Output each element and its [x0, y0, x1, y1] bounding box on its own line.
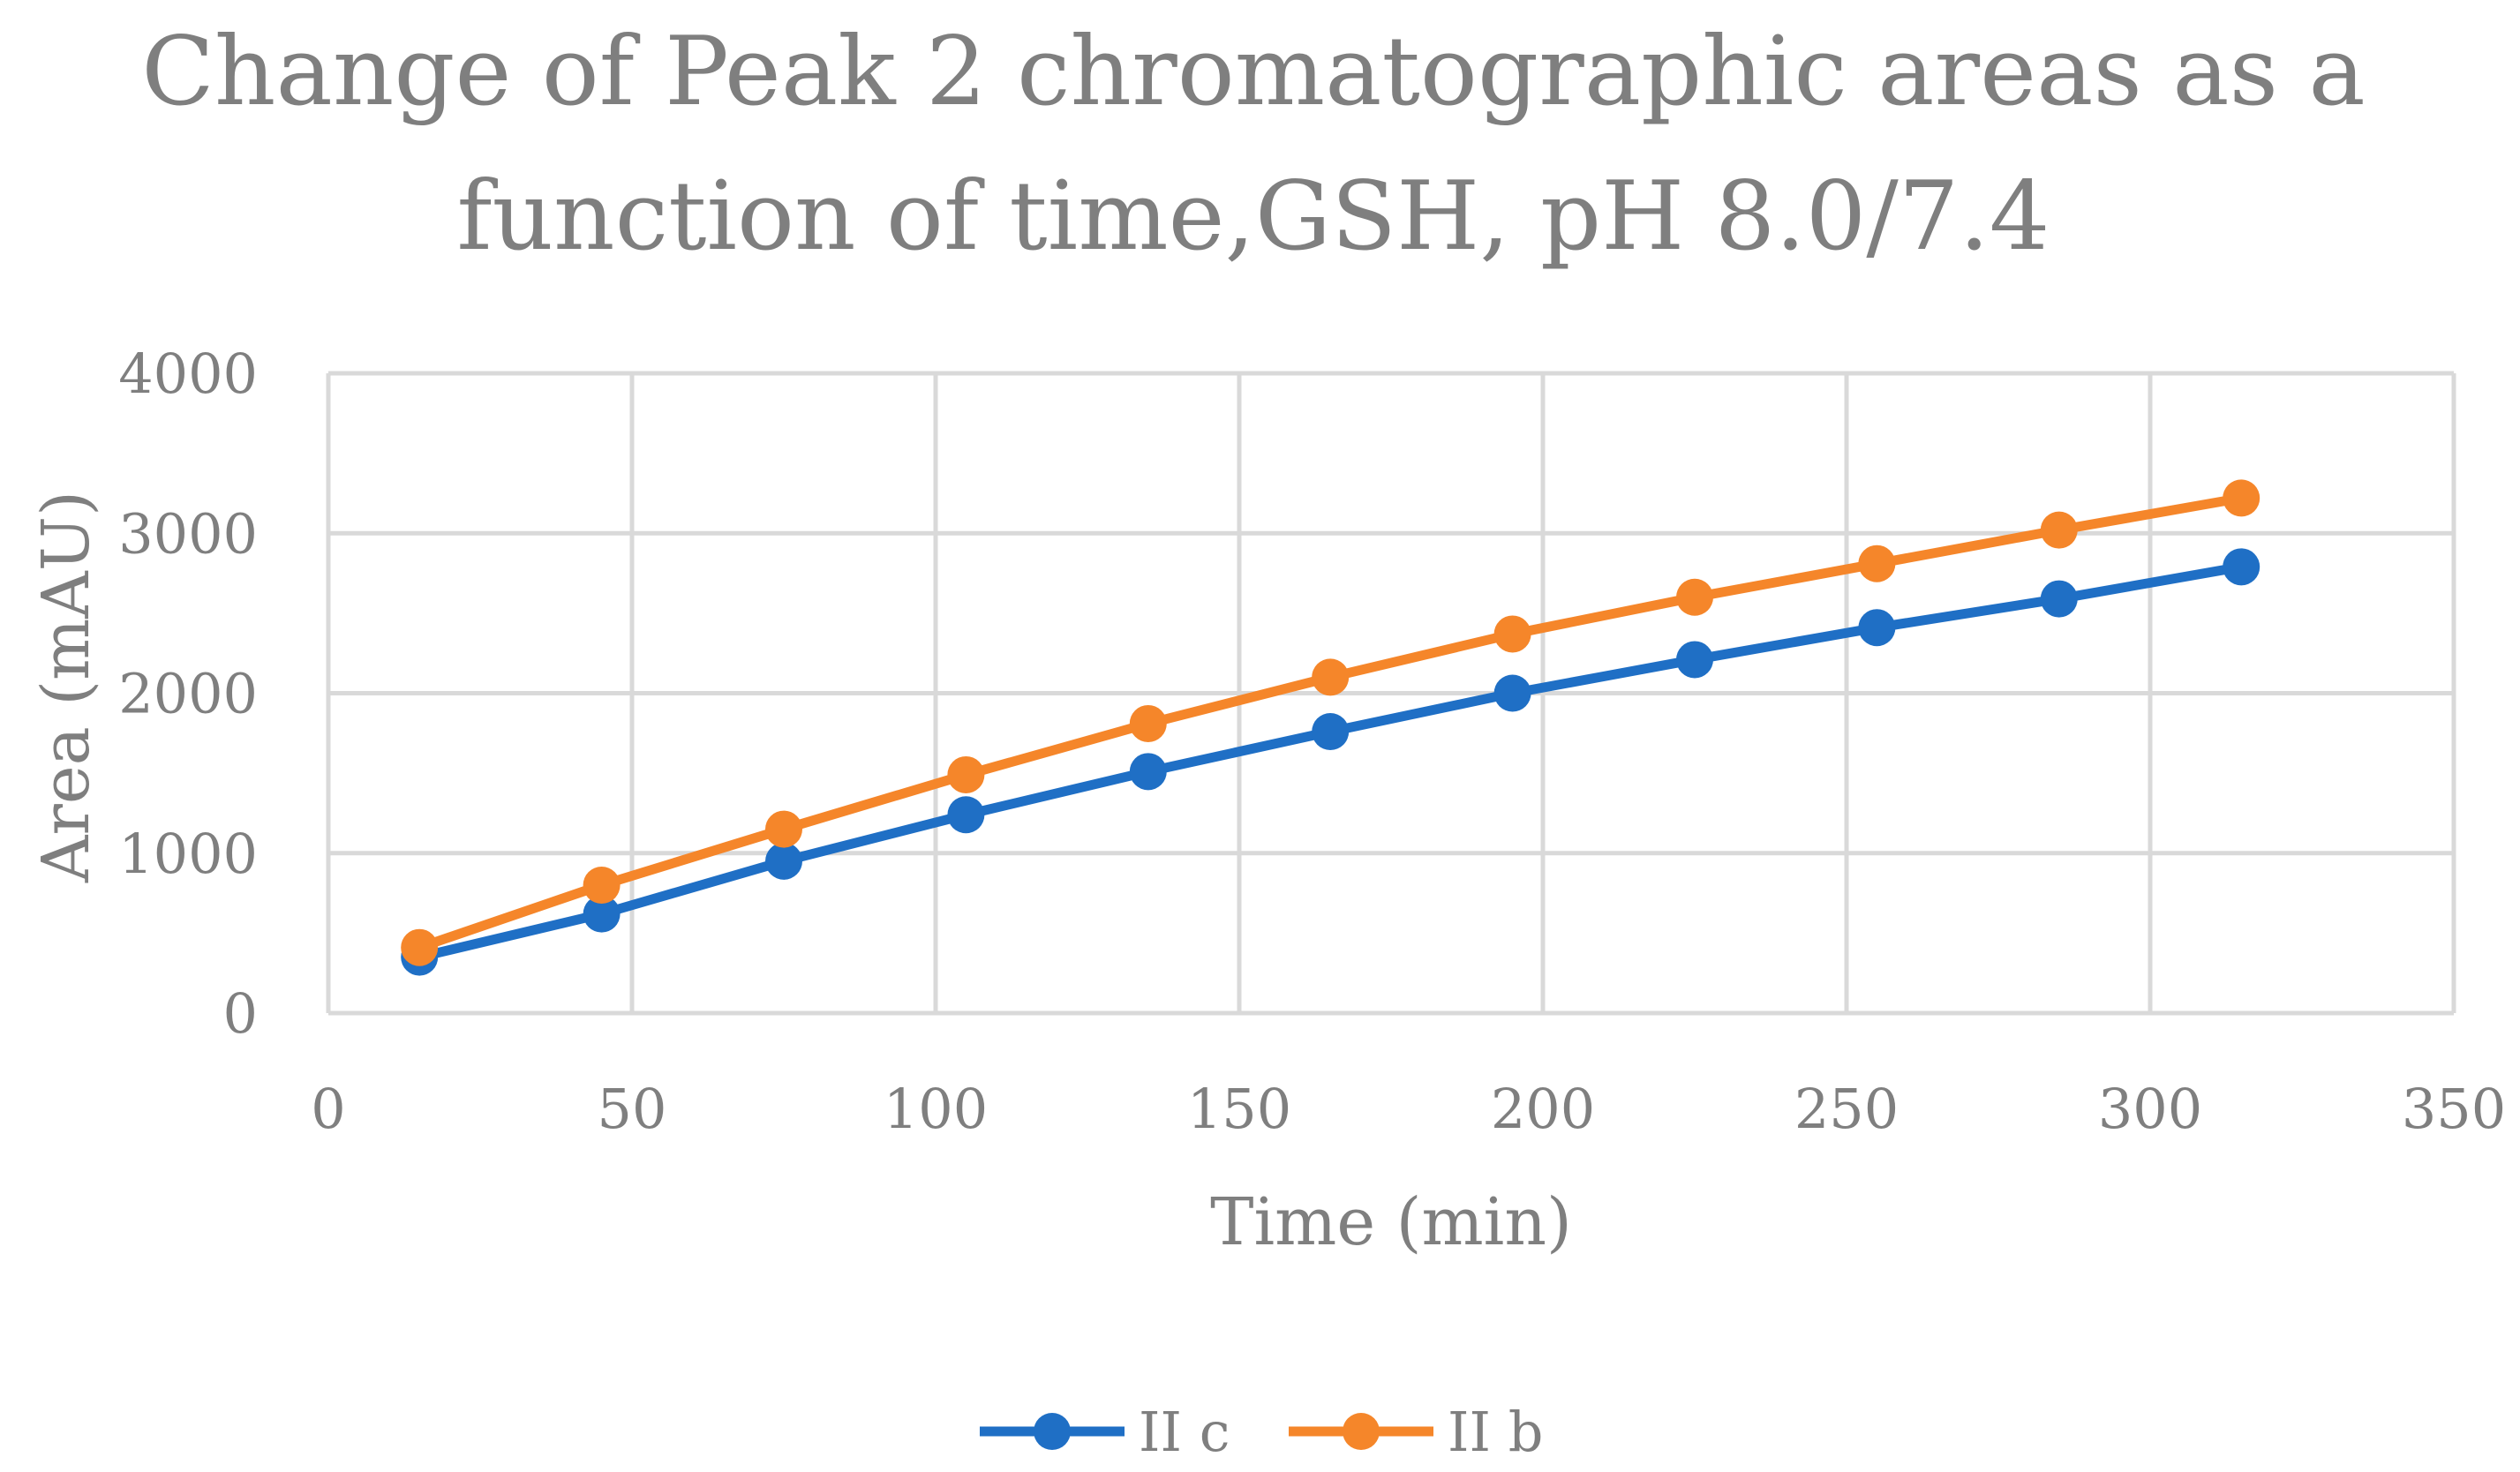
y-tick-label: 1000 [118, 822, 258, 886]
data-point [1858, 544, 1896, 582]
data-point [1493, 674, 1531, 712]
data-point [1493, 615, 1531, 653]
data-point [947, 755, 985, 793]
legend-label: II b [1448, 1400, 1543, 1464]
data-point [401, 928, 439, 966]
x-tick-label: 150 [1187, 1077, 1291, 1141]
data-point [1312, 713, 1350, 750]
y-tick-label: 2000 [118, 662, 258, 726]
y-tick-label: 0 [223, 981, 258, 1046]
legend-label: II c [1139, 1400, 1230, 1464]
y-axis-title: Area (mAU) [28, 491, 104, 883]
series-ii-b [401, 479, 2260, 966]
x-tick-label: 50 [598, 1077, 667, 1141]
y-tick-labels: 0 1000 2000 3000 4000 [118, 342, 258, 1046]
data-point [765, 810, 802, 848]
data-point [1858, 609, 1896, 647]
data-point [583, 867, 621, 904]
y-tick-label: 4000 [118, 342, 258, 406]
chart-title-line-1: Change of Peak 2 chromatographic areas a… [141, 17, 2366, 127]
x-tick-label: 350 [2402, 1077, 2506, 1141]
data-point [1129, 753, 1167, 791]
x-tick-label: 0 [311, 1077, 345, 1141]
data-point [2040, 580, 2078, 618]
data-point [1676, 641, 1713, 679]
data-point [2223, 548, 2260, 586]
x-tick-labels: 0 50 100 150 200 250 300 350 [311, 1077, 2506, 1141]
series-line [414, 561, 2246, 963]
x-axis-title: Time (min) [1210, 1184, 1572, 1260]
x-tick-label: 200 [1491, 1077, 1595, 1141]
legend-item: II c [980, 1400, 1230, 1464]
data-point [2223, 479, 2260, 517]
data-series [401, 479, 2260, 976]
x-tick-label: 300 [2098, 1077, 2202, 1141]
legend-swatch-marker [1034, 1413, 1071, 1450]
data-point [2040, 511, 2078, 549]
data-point [765, 842, 802, 880]
chart-title-line-2: function of time,GSH, pH 8.0/7.4 [457, 161, 2050, 272]
axes [326, 373, 2454, 1016]
legend-swatch-marker [1343, 1413, 1380, 1450]
series-ii-c [401, 548, 2260, 976]
legend-item: II b [1289, 1400, 1543, 1464]
y-tick-label: 3000 [118, 501, 258, 566]
legend: II c II b [980, 1400, 1543, 1464]
x-tick-label: 100 [884, 1077, 988, 1141]
data-point [1129, 704, 1167, 742]
data-point [1312, 658, 1350, 696]
data-point [583, 895, 621, 933]
data-point [1676, 578, 1713, 616]
data-point [947, 796, 985, 834]
chart-title: Change of Peak 2 chromatographic areas a… [141, 17, 2366, 272]
x-tick-label: 250 [1794, 1077, 1899, 1141]
gridlines [326, 371, 2456, 1016]
